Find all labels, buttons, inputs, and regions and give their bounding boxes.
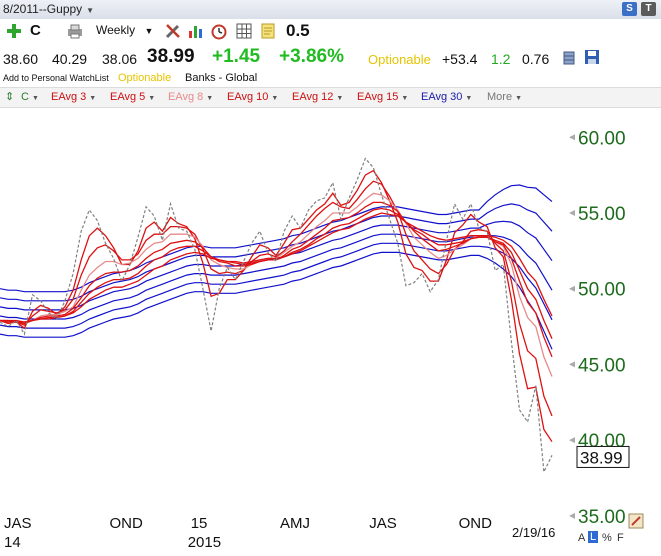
period-select[interactable]: Weekly ▼ — [96, 23, 154, 37]
sector-label: Banks - Global — [185, 72, 258, 84]
y-tick-marker — [569, 437, 575, 444]
optionable-label: Optionable — [118, 72, 172, 84]
watchlist-link[interactable]: Add to Personal WatchList — [3, 73, 109, 83]
window-title[interactable]: 8/2011--Guppy ▼ — [3, 2, 95, 16]
last-price-tag: 38.99 — [580, 448, 623, 467]
chevron-down-icon: ▼ — [144, 26, 154, 36]
y-tick-label: 50.00 — [578, 280, 626, 301]
y-tick-label: 55.00 — [578, 204, 626, 225]
x-tick-sublabel: 2015 — [187, 534, 222, 551]
line-eavg-30-2 — [0, 233, 553, 320]
chevron-down-icon: ▼ — [336, 95, 344, 102]
chevron-down-icon: ▼ — [206, 95, 214, 102]
tools-icon[interactable] — [164, 22, 182, 40]
toolbar: C Weekly ▼ 0.5 — [0, 19, 661, 43]
info-row: Add to Personal WatchList Optionable Ban… — [0, 71, 661, 87]
note-icon[interactable] — [259, 22, 277, 40]
change-value: +1.45 — [212, 46, 261, 67]
legend-item-eavg30[interactable]: EAvg 30 ▼ — [421, 91, 473, 103]
save-icon[interactable] — [584, 49, 600, 65]
low-value: 38.06 — [102, 51, 138, 67]
line-eavg-30-1 — [0, 242, 553, 329]
legend-item-price[interactable]: C ▼ — [21, 91, 39, 103]
legend-item-eavg5[interactable]: EAvg 5 ▼ — [110, 91, 156, 103]
chevron-down-icon: ▼ — [31, 95, 39, 102]
last-price: 38.99 — [147, 46, 195, 67]
legend-item-eavg3[interactable]: EAvg 3 ▼ — [51, 91, 97, 103]
toolbar-value: 0.5 — [286, 21, 310, 40]
line-eavg-30-5 — [0, 184, 553, 293]
symbol-label[interactable]: C — [30, 22, 41, 39]
legend-item-more[interactable]: More ▼ — [487, 91, 522, 103]
grid-icon[interactable] — [235, 22, 253, 40]
x-tick-label: OND — [459, 515, 493, 531]
y-tick-marker — [569, 285, 575, 292]
metric-3: 0.76 — [522, 51, 550, 67]
optionable-badge: Optionable — [368, 52, 431, 67]
legend-item-eavg15[interactable]: EAvg 15 ▼ — [357, 91, 409, 103]
line-eavg-30-0 — [0, 251, 553, 350]
x-tick-label: JAS — [4, 515, 32, 531]
scale-a-button[interactable]: A — [578, 532, 586, 544]
x-tick-label: 15 — [191, 515, 208, 531]
updown-arrows-icon[interactable]: ⇕ — [5, 91, 15, 103]
x-tick-label: AMJ — [280, 515, 310, 531]
y-tick-label: 45.00 — [578, 355, 626, 376]
add-icon[interactable] — [6, 23, 22, 39]
change-percent: +3.86% — [279, 46, 344, 67]
line-eavg-15 — [0, 212, 553, 323]
x-tick-label: OND — [110, 515, 144, 531]
scale-f-button[interactable]: F — [617, 532, 624, 544]
date-label: 2/19/16 — [512, 525, 556, 540]
alarm-clock-icon[interactable] — [210, 22, 228, 40]
high-value: 40.29 — [52, 51, 88, 67]
metric-1: +53.4 — [442, 51, 478, 67]
open-value: 38.60 — [3, 51, 39, 67]
s-button[interactable]: S — [622, 2, 637, 16]
t-button[interactable]: T — [641, 2, 656, 16]
x-tick-sublabel: 14 — [4, 534, 21, 551]
chevron-down-icon: ▼ — [86, 6, 95, 15]
printer-icon[interactable] — [66, 23, 84, 39]
y-tick-label: 35.00 — [578, 507, 626, 528]
quote-row: 38.60 40.29 38.06 38.99 +1.45 +3.86% Opt… — [0, 43, 661, 71]
pencil-icon[interactable] — [628, 513, 644, 529]
chevron-down-icon: ▼ — [515, 95, 522, 102]
bar-chart-icon[interactable] — [187, 22, 205, 40]
line-eavg-8 — [0, 192, 553, 377]
title-bar: 8/2011--Guppy ▼ S T — [0, 0, 661, 20]
legend-item-eavg12[interactable]: EAvg 12 ▼ — [292, 91, 344, 103]
legend-item-eavg10[interactable]: EAvg 10 ▼ — [227, 91, 279, 103]
database-icon[interactable] — [562, 50, 576, 66]
y-tick-marker — [569, 512, 575, 519]
chevron-down-icon: ▼ — [465, 95, 473, 102]
chevron-down-icon: ▼ — [401, 95, 409, 102]
line-eavg-30-3 — [0, 220, 553, 311]
chevron-down-icon: ▼ — [271, 95, 279, 102]
scale-l-button[interactable]: L — [588, 531, 599, 543]
series-group — [0, 157, 553, 475]
x-tick-label: JAS — [369, 515, 397, 531]
chevron-down-icon: ▼ — [148, 95, 156, 102]
line-price — [0, 157, 553, 475]
y-tick-label: 60.00 — [578, 128, 626, 149]
indicator-legend: ⇕ C ▼ EAvg 3 ▼ EAvg 5 ▼ EAvg 8 ▼ EAvg 10 ▼ EA… — [0, 87, 661, 108]
y-tick-marker — [569, 210, 575, 216]
y-tick-marker — [569, 361, 575, 368]
chevron-down-icon: ▼ — [89, 95, 97, 102]
line-eavg-3 — [0, 169, 553, 443]
metric-2: 1.2 — [491, 51, 511, 67]
legend-item-eavg8[interactable]: EAvg 8 ▼ — [168, 91, 214, 103]
y-tick-marker — [569, 134, 575, 141]
chart-footer: 2/19/16 A L % F — [0, 513, 661, 556]
scale-percent-button[interactable]: % — [602, 532, 612, 544]
last-price-box — [576, 445, 630, 468]
